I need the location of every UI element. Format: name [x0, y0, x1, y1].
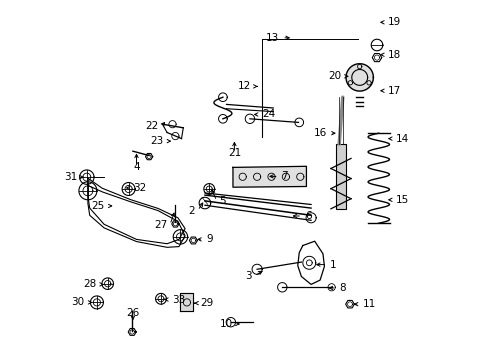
Polygon shape	[79, 182, 97, 200]
Text: 32: 32	[133, 183, 146, 193]
Text: 33: 33	[171, 294, 184, 305]
Text: 30: 30	[71, 297, 84, 307]
Text: 31: 31	[64, 172, 77, 182]
Text: 15: 15	[395, 195, 408, 205]
FancyBboxPatch shape	[336, 144, 345, 209]
Text: 1: 1	[329, 260, 336, 270]
Text: 3: 3	[244, 271, 251, 281]
Polygon shape	[80, 170, 94, 184]
Text: 25: 25	[91, 201, 104, 211]
Polygon shape	[232, 166, 306, 187]
Polygon shape	[102, 278, 113, 289]
Polygon shape	[122, 183, 135, 195]
Text: 9: 9	[205, 234, 212, 244]
Text: 13: 13	[265, 33, 279, 43]
Polygon shape	[346, 64, 373, 91]
Text: 2: 2	[188, 206, 194, 216]
Text: 7: 7	[281, 171, 287, 181]
Text: 22: 22	[145, 121, 159, 131]
Text: 18: 18	[387, 50, 400, 60]
Text: 20: 20	[327, 71, 340, 81]
Text: 4: 4	[133, 162, 140, 172]
Text: 23: 23	[150, 136, 163, 146]
Text: 29: 29	[200, 298, 213, 308]
Text: 11: 11	[362, 299, 375, 309]
Text: 16: 16	[313, 128, 326, 138]
Text: 6: 6	[305, 211, 311, 221]
Text: 10: 10	[219, 319, 232, 329]
Polygon shape	[155, 293, 166, 304]
Polygon shape	[203, 184, 214, 194]
Text: 19: 19	[387, 17, 400, 27]
Text: 27: 27	[154, 220, 167, 230]
Text: 14: 14	[395, 134, 408, 144]
Polygon shape	[180, 293, 193, 311]
Text: 24: 24	[261, 109, 274, 120]
Polygon shape	[173, 230, 187, 244]
Text: 21: 21	[227, 148, 241, 158]
Text: 8: 8	[339, 283, 345, 293]
Polygon shape	[90, 296, 103, 309]
Text: 12: 12	[238, 81, 251, 91]
Text: 28: 28	[83, 279, 96, 289]
Text: 17: 17	[387, 86, 400, 96]
Text: 5: 5	[219, 196, 226, 206]
Text: 26: 26	[126, 308, 139, 318]
